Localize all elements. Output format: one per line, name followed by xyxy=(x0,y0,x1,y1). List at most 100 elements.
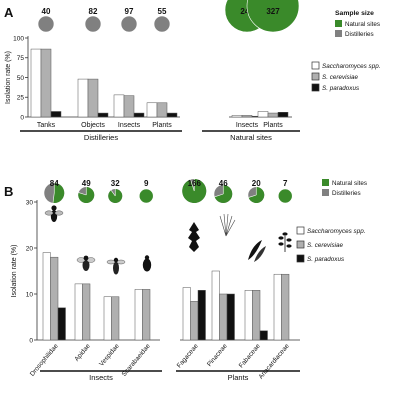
bar-distilleries-plants-s-paradoxus xyxy=(166,112,178,118)
sample-pie-natural-sites-plants-natural-slice xyxy=(246,0,300,33)
sample-size-insects-apidae: 49 xyxy=(82,179,91,188)
y-tick-label: 100 xyxy=(13,35,24,42)
bar-distilleries-objects-saccharomyces-spp xyxy=(77,78,89,118)
bar-distilleries-tanks-s-cerevisiae xyxy=(40,48,52,118)
bar-natural-sites-plants-saccharomyces-spp xyxy=(257,111,269,118)
category-label-distilleries-plants: Plants xyxy=(152,122,172,129)
sample-size-plants-pinaceae: 46 xyxy=(219,179,228,188)
panel-b-label: B xyxy=(4,184,13,199)
bar-plants-fagaceae-saccharomyces-spp xyxy=(182,287,191,341)
sample-pie-insects-apidae xyxy=(78,187,95,203)
group-label-natural-sites: Natural sites xyxy=(230,133,272,142)
bar-plants-fagaceae-s-cerevisiae xyxy=(190,301,199,341)
sample-pie-distilleries-objects xyxy=(84,15,102,33)
sample-size-distilleries-tanks: 40 xyxy=(42,7,51,16)
sample-size-natural-sites-insects: 244 xyxy=(240,7,254,16)
legend-paradoxus-label: S. paradoxus xyxy=(322,85,360,92)
bar-insects-vespidae-saccharomyces-spp xyxy=(103,296,112,341)
legend-natural-swatch xyxy=(335,20,342,27)
y-tick-label: 75 xyxy=(17,55,25,62)
y-tick-label: 0 xyxy=(29,337,33,344)
category-label-plants-anacardiaceae: Anacardiaceae xyxy=(258,342,291,380)
sample-pie-insects-drosophilidae-natural-slice xyxy=(52,183,65,204)
bar-plants-pinaceae-s-paradoxus xyxy=(226,293,235,341)
legend-cerevisiae-label: S. cerevisiae xyxy=(322,74,359,81)
sample-size-insects-vespidae: 32 xyxy=(111,179,120,188)
legend-distillery-label: Distilleries xyxy=(345,31,374,38)
legend-natural-label: Natural sites xyxy=(345,21,380,28)
legend-paradoxus-swatch xyxy=(311,83,320,92)
sample-size-distilleries-objects: 82 xyxy=(89,7,98,16)
sample-size-plants-fabaceae: 20 xyxy=(252,179,261,188)
sample-pie-insects-apidae-slice-divider xyxy=(78,192,87,196)
legend-sample-size-title: Sample size xyxy=(335,10,374,17)
sample-size-insects-scarabaeidae: 9 xyxy=(144,179,149,188)
sample-pie-plants-pinaceae-slice-divider xyxy=(214,193,224,198)
sample-pie-distilleries-tanks-distillery-slice xyxy=(37,15,55,33)
sample-size-insects-drosophilidae: 84 xyxy=(50,179,59,188)
bar-natural-sites-plants-s-paradoxus xyxy=(277,112,289,118)
sample-pie-plants-fabaceae xyxy=(248,187,265,203)
y-tick-label: 25 xyxy=(17,95,25,102)
sample-pie-natural-sites-plants xyxy=(246,0,300,33)
legend-b-natural-swatch xyxy=(322,179,329,186)
legend-b-natural-label: Natural sites xyxy=(332,180,367,187)
bar-natural-sites-insects-saccharomyces-spp xyxy=(231,115,243,118)
bar-distilleries-insects-saccharomyces-spp xyxy=(113,94,125,118)
sample-pie-distilleries-plants xyxy=(153,15,171,33)
panel-b-icons xyxy=(44,205,292,275)
bar-insects-apidae-s-cerevisiae xyxy=(82,283,91,341)
bar-plants-fabaceae-s-paradoxus xyxy=(259,330,268,341)
y-tick-label: 10 xyxy=(26,291,34,298)
bar-plants-anacardiaceae-s-cerevisiae xyxy=(281,273,290,341)
bar-plants-anacardiaceae-saccharomyces-spp xyxy=(273,273,282,341)
y-tick-label: 30 xyxy=(26,199,34,206)
legend-b-saccharomyces-label: Saccharomyces spp. xyxy=(307,228,365,235)
category-label-plants-fabaceae: Fabaceae xyxy=(238,342,262,369)
pine-needles-icon xyxy=(219,213,236,237)
legend-cerevisiae-swatch xyxy=(311,72,320,81)
group-label-distilleries: Distilleries xyxy=(84,133,118,142)
bar-insects-scarabaeidae-s-cerevisiae xyxy=(142,289,151,341)
category-label-distilleries-insects: Insects xyxy=(118,122,141,129)
sample-pie-plants-fabaceae-slice-divider xyxy=(248,194,257,198)
category-label-insects-vespidae: Vespidae xyxy=(98,342,121,367)
bar-distilleries-insects-s-paradoxus xyxy=(133,112,145,118)
bee-icon xyxy=(76,255,96,271)
panel-b-legend: Natural sites Distilleries Saccharomyces… xyxy=(296,179,367,263)
legend-b-paradoxus-swatch xyxy=(296,254,305,263)
sample-pie-insects-scarabaeidae-natural-slice xyxy=(138,188,154,204)
bar-insects-drosophilidae-s-cerevisiae xyxy=(50,256,59,341)
legend-distillery-swatch xyxy=(335,30,342,37)
sample-pie-plants-anacardiaceae-natural-slice xyxy=(277,188,293,204)
category-label-natural-sites-insects: Insects xyxy=(236,122,259,129)
bar-natural-sites-plants-s-cerevisiae xyxy=(267,112,279,118)
sample-pie-plants-anacardiaceae xyxy=(277,188,293,204)
sample-size-distilleries-insects: 97 xyxy=(125,7,134,16)
legend-b-cerevisiae-swatch xyxy=(296,240,305,249)
y-tick-label: 20 xyxy=(26,245,34,252)
bar-distilleries-tanks-saccharomyces-spp xyxy=(30,48,42,118)
sample-pie-insects-vespidae-slice-divider xyxy=(110,190,116,197)
fly-icon xyxy=(44,205,64,222)
category-label-natural-sites-plants: Plants xyxy=(263,122,283,129)
y-tick-label: 50 xyxy=(17,75,25,82)
bar-insects-apidae-saccharomyces-spp xyxy=(74,283,83,341)
bar-distilleries-plants-s-cerevisiae xyxy=(156,102,168,118)
panel-a-label: A xyxy=(4,5,14,20)
legend-saccharomyces-swatch xyxy=(311,61,320,70)
bar-plants-pinaceae-saccharomyces-spp xyxy=(211,270,220,341)
y-tick-label: 0 xyxy=(20,114,24,121)
bar-plants-fabaceae-saccharomyces-spp xyxy=(244,290,253,341)
bar-plants-fagaceae-s-paradoxus xyxy=(197,290,206,341)
category-label-distilleries-tanks: Tanks xyxy=(37,122,56,129)
bar-natural-sites-insects-s-cerevisiae xyxy=(241,115,253,118)
compound-leaf-icon xyxy=(278,232,292,252)
beetle-icon xyxy=(142,255,152,272)
wasp-icon xyxy=(106,257,126,275)
sample-pie-insects-scarabaeidae xyxy=(138,188,154,204)
sample-pie-plants-pinaceae xyxy=(214,185,233,204)
category-label-plants-pinaceae: Pinaceae xyxy=(206,342,229,368)
bar-distilleries-plants-saccharomyces-spp xyxy=(146,102,158,118)
